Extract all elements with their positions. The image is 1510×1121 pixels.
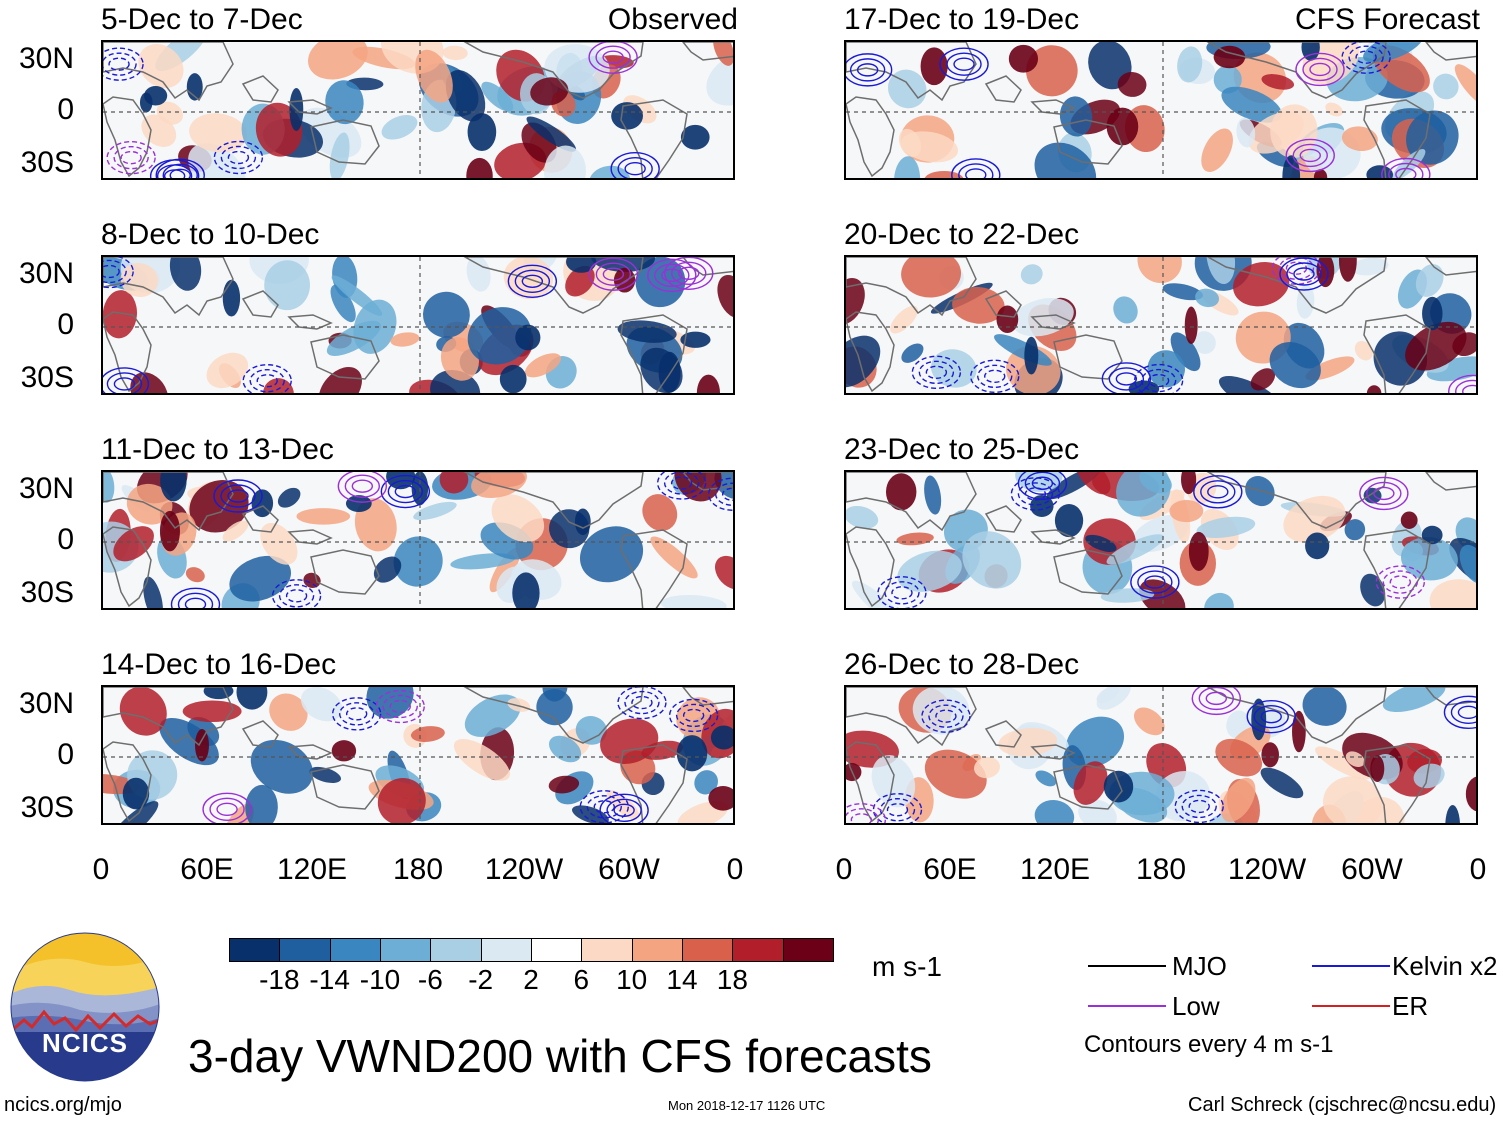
colorbar-tick-label: 6: [573, 964, 590, 995]
lat-label-30n: 30N: [18, 472, 74, 505]
lat-label-30s: 30S: [20, 361, 74, 394]
ncics-logo-graphic: [10, 932, 160, 1082]
panel-title-obs-1: 5-Dec to 7-Dec: [101, 3, 303, 36]
legend-note: Contours every 4 m s-1: [1084, 1031, 1334, 1058]
lon-label: 120W: [1227, 853, 1307, 886]
lat-label-30s: 30S: [20, 576, 74, 609]
observed-label: Observed: [607, 3, 738, 36]
lon-label: 60W: [598, 853, 660, 886]
figure-title: 3-day VWND200 with CFS forecasts: [188, 1030, 932, 1082]
map-panel-fc-3: [844, 470, 1478, 610]
legend-label-er: ER: [1392, 991, 1429, 1021]
lat-label-30n: 30N: [18, 687, 74, 720]
legend-line-kelvin: [1312, 965, 1390, 967]
lon-label: 0: [92, 853, 110, 886]
lon-label: 120E: [276, 853, 348, 886]
colorbar-ticks: -18 -14 -10 -6 -2 2 6 10 14 18: [229, 966, 833, 996]
colorbar-swatch: [531, 938, 583, 962]
panel-title-fc-4: 26-Dec to 28-Dec: [844, 648, 1080, 681]
map-panel-obs-4: [101, 685, 735, 825]
panel-title-obs-2: 8-Dec to 10-Dec: [101, 218, 320, 251]
map-panel-obs-1: [101, 40, 735, 180]
panel-title-obs-4: 14-Dec to 16-Dec: [101, 648, 337, 681]
colorbar-units: m s-1: [872, 951, 942, 982]
colorbar-swatch: [229, 938, 281, 962]
colorbar-swatch: [682, 938, 734, 962]
lat-label-eq: 0: [57, 308, 74, 341]
colorbar-swatch: [329, 938, 381, 962]
footer-site[interactable]: ncics.org/mjo: [4, 1094, 122, 1116]
ncics-logo: NCICS: [10, 932, 160, 1082]
panel-title-obs-3: 11-Dec to 13-Dec: [101, 433, 334, 466]
legend-line-mjo: [1088, 965, 1166, 967]
map-panel-fc-2: [844, 255, 1478, 395]
lon-label: 120W: [484, 853, 564, 886]
lon-label: 0: [726, 853, 744, 886]
colorbar-tick-label: -18: [259, 964, 300, 995]
map-panel-fc-1: [844, 40, 1478, 180]
lat-label-30n: 30N: [18, 257, 74, 290]
colorbar-swatch: [631, 938, 683, 962]
map-panel-fc-4: [844, 685, 1478, 825]
legend-line-low: [1088, 1005, 1166, 1007]
lon-label: 120E: [1019, 853, 1091, 886]
colorbar-swatch: [581, 938, 633, 962]
lat-label-eq: 0: [57, 93, 74, 126]
colorbar-tick-label: -6: [417, 964, 443, 995]
lat-label-30n: 30N: [18, 42, 74, 75]
panel-title-fc-3: 23-Dec to 25-Dec: [844, 433, 1080, 466]
colorbar-swatch: [732, 938, 784, 962]
lon-label: 60W: [1341, 853, 1403, 886]
colorbar-tick-label: 2: [523, 964, 539, 995]
footer-credit: Carl Schreck (cjschrec@ncsu.edu): [1188, 1094, 1497, 1116]
colorbar-swatch: [782, 938, 834, 962]
colorbar: [229, 938, 834, 962]
colorbar-tick-label: -14: [309, 964, 350, 995]
colorbar-swatch: [279, 938, 331, 962]
lon-label: 60E: [923, 853, 977, 886]
colorbar-tick-label: 10: [616, 964, 648, 995]
cfs-forecast-label: CFS Forecast: [1294, 3, 1480, 36]
lat-label-30s: 30S: [20, 791, 74, 824]
colorbar-tick-label: 14: [666, 964, 698, 995]
footer-timestamp: Mon 2018-12-17 1126 UTC: [668, 1098, 826, 1113]
colorbar-swatch: [430, 938, 482, 962]
lat-label-eq: 0: [57, 523, 74, 556]
lon-label: 0: [835, 853, 853, 886]
map-panel-obs-2: [101, 255, 735, 395]
lon-label: 180: [1135, 853, 1187, 886]
lon-label: 0: [1469, 853, 1487, 886]
colorbar-tick-label: -10: [359, 964, 401, 995]
lat-label-eq: 0: [57, 738, 74, 771]
colorbar-swatch: [480, 938, 532, 962]
map-panel-obs-3: [101, 470, 735, 610]
colorbar-tick-label: 18: [716, 964, 748, 995]
panel-title-fc-2: 20-Dec to 22-Dec: [844, 218, 1080, 251]
ncics-logo-text: NCICS: [42, 1028, 128, 1058]
panel-title-fc-1: 17-Dec to 19-Dec: [844, 3, 1080, 36]
colorbar-swatch: [380, 938, 432, 962]
lat-label-30s: 30S: [20, 146, 74, 179]
legend-line-er: [1312, 1005, 1390, 1007]
colorbar-tick-label: -2: [468, 964, 494, 995]
lon-label: 60E: [180, 853, 234, 886]
lon-label: 180: [392, 853, 444, 886]
legend-label-kelvin: Kelvin x2: [1392, 951, 1498, 981]
legend-label-low: Low: [1172, 991, 1220, 1021]
legend-label-mjo: MJO: [1172, 951, 1227, 981]
